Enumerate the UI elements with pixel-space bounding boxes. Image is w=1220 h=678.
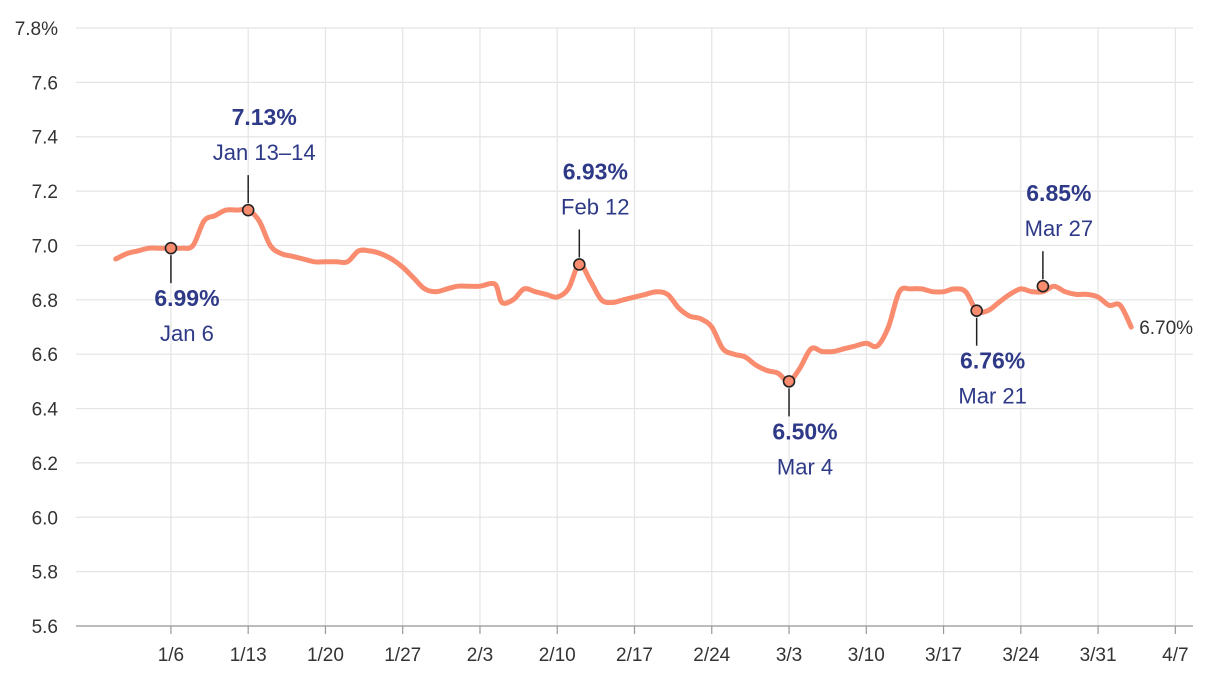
- y-tick-label: 6.6: [32, 345, 58, 366]
- annotation-date-label: Mar 21: [958, 384, 1026, 409]
- x-axis: 1/6 1/13 1/20 1/27 2/3 2/10 2/17 2/24 3/3 3/10 3/1…: [76, 625, 1193, 666]
- annotation-date-label: Mar 27: [1025, 216, 1093, 241]
- x-gridlines: [170, 28, 1176, 626]
- annotation-marker: [782, 375, 796, 388]
- annotation-date-label: Jan 6: [160, 321, 214, 346]
- x-tick-label: 1/27: [384, 645, 421, 666]
- x-tick-label: 3/10: [848, 645, 885, 666]
- y-tick-label: 7.8%: [15, 19, 58, 40]
- x-tick-label: 2/3: [467, 645, 493, 666]
- y-axis: 5.6 5.8 6.0 6.2 6.4 6.6 6.8 7.0 7.2 7.4 7.6 7.8%: [15, 19, 59, 638]
- end-value-label: 6.70%: [1139, 318, 1193, 339]
- x-tick-label: 3/24: [1002, 645, 1039, 666]
- annotation-marker: [164, 241, 178, 255]
- annotation-date-label: Feb 12: [561, 194, 630, 219]
- annotation-value-label: 6.76%: [960, 348, 1025, 374]
- annotation-value-label: 6.93%: [563, 158, 628, 184]
- annotation-marker: [970, 304, 983, 317]
- x-tick-label: 3/3: [776, 645, 802, 666]
- annotation: 6.76% Mar 21: [958, 304, 1027, 409]
- annotation-marker: [1036, 279, 1050, 293]
- x-tick-label: 2/17: [616, 645, 653, 666]
- x-tick-label: 2/24: [693, 645, 730, 666]
- annotation-marker: [241, 203, 255, 217]
- annotation: 7.13% Jan 13–14: [213, 104, 316, 217]
- y-tick-label: 6.8: [32, 291, 58, 312]
- annotation: 6.93% Feb 12: [561, 158, 630, 271]
- y-tick-label: 7.0: [32, 236, 58, 257]
- annotation-date-label: Mar 4: [777, 454, 833, 479]
- annotation-value-label: 7.13%: [232, 104, 297, 130]
- y-tick-label: 7.4: [32, 128, 59, 149]
- x-tick-label: 4/7: [1162, 645, 1188, 666]
- annotation-marker: [573, 258, 586, 271]
- y-tick-label: 6.2: [32, 454, 58, 475]
- y-tick-label: 5.6: [32, 617, 58, 638]
- y-tick-label: 6.4: [32, 400, 59, 421]
- y-tick-label: 6.0: [32, 508, 58, 529]
- x-tick-label: 1/6: [158, 645, 184, 666]
- x-tick-label: 2/10: [539, 645, 576, 666]
- annotation-date-label: Jan 13–14: [213, 140, 316, 165]
- annotation-value-label: 6.50%: [772, 418, 837, 444]
- annotation: 6.85% Mar 27: [1025, 180, 1093, 293]
- annotation-value-label: 6.99%: [154, 285, 219, 311]
- x-tick-label: 3/17: [925, 645, 962, 666]
- x-tick-label: 1/20: [307, 645, 344, 666]
- annotation: 6.99% Jan 6: [154, 241, 220, 346]
- annotation: 6.50% Mar 4: [772, 375, 838, 479]
- x-tick-label: 1/13: [230, 645, 267, 666]
- series-layer: [113, 206, 1134, 384]
- series-line: [113, 206, 1134, 384]
- annotation-value-label: 6.85%: [1026, 180, 1091, 206]
- y-tick-label: 7.2: [32, 182, 58, 203]
- y-tick-label: 5.8: [32, 563, 58, 584]
- y-tick-label: 7.6: [32, 73, 58, 94]
- annotations-layer: 6.99% Jan 6 7.13% Jan 13–14 6.93% Feb 12 6.50%…: [154, 104, 1193, 479]
- x-tick-label: 3/31: [1080, 645, 1117, 666]
